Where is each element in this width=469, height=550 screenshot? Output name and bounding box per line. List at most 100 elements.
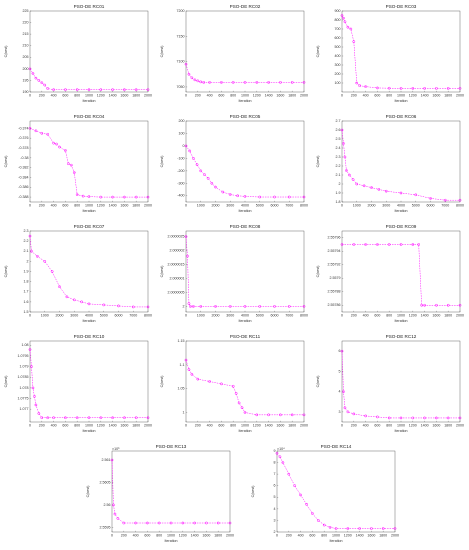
marker [414, 193, 418, 197]
y-tick-label: 2.5605 [100, 480, 111, 484]
marker [28, 348, 32, 351]
marker [99, 416, 103, 420]
x-tick-label: 1400 [421, 93, 429, 97]
marker [58, 285, 61, 289]
marker [343, 155, 347, 159]
marker [169, 521, 173, 525]
y-tick-label: 4 [274, 507, 276, 511]
y-tick-label: -0.378 [18, 146, 28, 150]
y-tick-label: 8 [274, 461, 276, 465]
x-tick-label: 1600 [432, 93, 440, 97]
x-tick-label: 1800 [444, 313, 452, 317]
x-tick-label: 800 [74, 93, 80, 97]
marker [387, 86, 391, 90]
x-tick-label: 7000 [129, 313, 137, 317]
marker [381, 527, 385, 530]
y-axis-label: C(best) [4, 266, 8, 278]
marker [43, 83, 47, 87]
x-axis-label: Iteration [395, 429, 408, 433]
marker [111, 88, 114, 92]
marker [411, 87, 415, 90]
marker [110, 458, 114, 462]
marker [399, 87, 403, 90]
marker [146, 416, 150, 420]
marker [46, 416, 50, 420]
x-axis-label: Iteration [395, 209, 408, 213]
marker [111, 195, 114, 199]
x-tick-label: 200 [351, 423, 357, 427]
marker [187, 368, 191, 371]
y-tick-label: 5 [274, 495, 276, 499]
x-tick-label: 1600 [432, 423, 440, 427]
marker [37, 79, 41, 82]
y-tick-label: 2.0000025 [168, 235, 185, 239]
x-tick-label: 600 [309, 533, 315, 537]
chart-title: PSO-DE RC04 [74, 114, 105, 119]
x-tick-label: 1000 [353, 203, 361, 207]
marker [146, 88, 150, 92]
y-tick-label: 1.0775 [18, 397, 29, 401]
y-tick-label: 1.079 [20, 365, 29, 369]
x-tick-label: 800 [74, 203, 80, 207]
x-tick-label: 0 [29, 313, 31, 317]
x-tick-label: 400 [51, 203, 57, 207]
y-tick-label: 3 [274, 518, 276, 522]
x-axis-label: Iteration [83, 209, 96, 213]
x-tick-label: 0 [29, 93, 31, 97]
marker [214, 185, 217, 189]
marker [216, 521, 220, 525]
x-tick-label: 600 [218, 423, 224, 427]
y-tick-label: 400 [335, 54, 341, 58]
marker [111, 416, 114, 420]
x-axis-label: Iteration [239, 319, 252, 323]
plot-area [341, 10, 461, 93]
x-tick-label: 0 [185, 423, 187, 427]
marker [376, 86, 379, 90]
marker [458, 87, 462, 90]
marker [362, 184, 366, 188]
marker [340, 243, 344, 246]
x-tick-label: 1000 [197, 313, 205, 317]
x-tick-label: 1000 [332, 533, 340, 537]
marker [80, 300, 83, 304]
marker [387, 243, 391, 246]
y-tick-label: 1.5 [24, 310, 29, 314]
y-tick-label: 900 [335, 9, 341, 13]
y-tick-label: 7100 [177, 60, 185, 64]
marker [193, 78, 197, 82]
marker [234, 392, 238, 395]
y-tick-label: 7050 [177, 85, 185, 89]
y-tick-label: 2 [339, 182, 341, 186]
marker [81, 194, 85, 198]
y-tick-label: 2.55788 [328, 290, 341, 294]
line [185, 236, 304, 307]
marker [275, 451, 279, 455]
x-tick-label: 8000 [456, 203, 464, 207]
marker [258, 305, 262, 308]
marker [429, 197, 432, 200]
marker [37, 412, 41, 415]
marker [65, 295, 69, 299]
marker [64, 416, 67, 420]
y-axis-label: C(best) [316, 376, 320, 388]
y-tick-label: 2.55796 [328, 236, 341, 240]
x-tick-label: 2000 [56, 313, 64, 317]
y-tick-label: 2.5 [336, 137, 341, 141]
marker [187, 302, 191, 305]
x-tick-label: 2000 [212, 313, 220, 317]
y-tick-label: -0.382 [18, 166, 28, 170]
x-tick-label: 1200 [253, 423, 261, 427]
marker [99, 88, 103, 92]
y-tick-label: 195 [23, 78, 29, 82]
x-tick-label: 4000 [241, 313, 249, 317]
x-tick-label: 800 [74, 423, 80, 427]
x-tick-label: 1800 [132, 423, 140, 427]
chart-title: PSO-DE RC09 [386, 224, 417, 229]
marker [228, 193, 232, 196]
y-tick-label: 9 [274, 449, 276, 453]
x-tick-label: 0 [185, 313, 187, 317]
y-tick-label: 7150 [177, 34, 185, 38]
x-tick-label: 400 [298, 533, 304, 537]
marker [236, 194, 239, 198]
